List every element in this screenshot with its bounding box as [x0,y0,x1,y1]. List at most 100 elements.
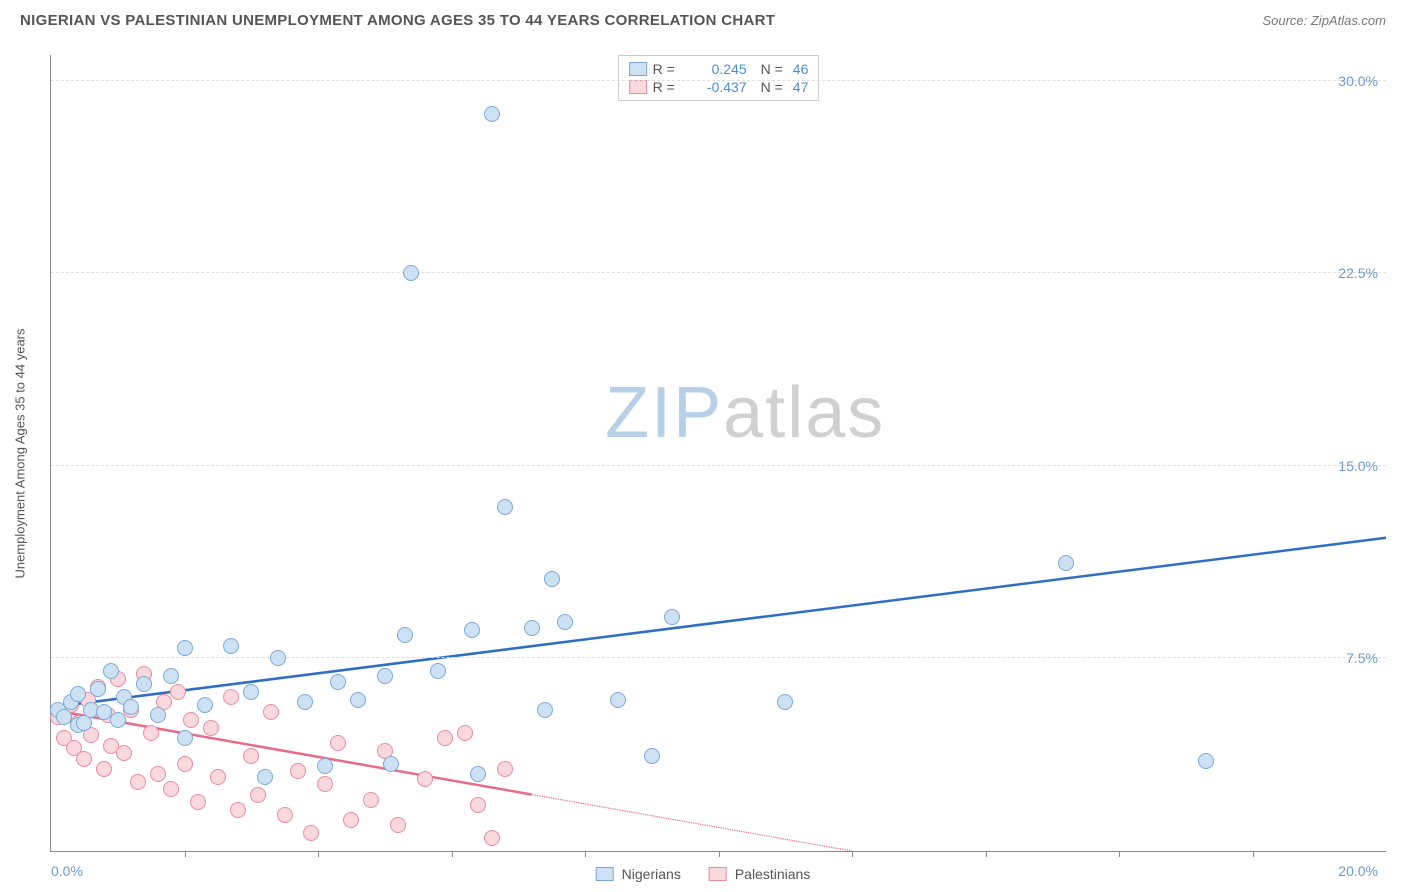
data-point [243,684,259,700]
data-point [664,609,680,625]
data-point [110,712,126,728]
data-point [303,825,319,841]
data-point [537,702,553,718]
data-point [103,663,119,679]
data-point [403,265,419,281]
data-point [383,756,399,772]
watermark: ZIPatlas [605,372,885,454]
x-tick [318,851,319,857]
grid-line [51,657,1386,658]
source-attribution: Source: ZipAtlas.com [1262,13,1386,28]
trend-lines [51,55,1386,851]
data-point [464,622,480,638]
correlation-legend: R = 0.245 N = 46 R = -0.437 N = 47 [618,55,820,101]
data-point [136,676,152,692]
series-legend: Nigerians Palestinians [596,866,811,882]
y-tick-label: 22.5% [1338,265,1378,281]
data-point [170,684,186,700]
data-point [190,794,206,810]
x-tick [1253,851,1254,857]
x-axis-max-label: 20.0% [1338,863,1378,879]
data-point [777,694,793,710]
legend-item-nigerians: Nigerians [596,866,681,882]
chart-container: ZIPatlas R = 0.245 N = 46 R = -0.437 N =… [50,55,1386,852]
x-tick [452,851,453,857]
data-point [76,751,92,767]
data-point [497,499,513,515]
data-point [524,620,540,636]
data-point [243,748,259,764]
data-point [290,763,306,779]
data-point [557,614,573,630]
data-point [263,704,279,720]
data-point [257,769,273,785]
data-point [397,627,413,643]
data-point [363,792,379,808]
data-point [223,638,239,654]
x-tick [986,851,987,857]
grid-line [51,465,1386,466]
data-point [163,668,179,684]
data-point [437,730,453,746]
x-tick [1119,851,1120,857]
data-point [143,725,159,741]
x-tick [852,851,853,857]
data-point [317,758,333,774]
x-tick [719,851,720,857]
grid-line [51,272,1386,273]
data-point [223,689,239,705]
data-point [610,692,626,708]
data-point [430,663,446,679]
data-point [230,802,246,818]
data-point [470,766,486,782]
y-tick-label: 15.0% [1338,458,1378,474]
data-point [457,725,473,741]
y-tick-label: 7.5% [1346,650,1378,666]
data-point [177,756,193,772]
x-tick [185,851,186,857]
data-point [1198,753,1214,769]
x-tick [585,851,586,857]
swatch-palestinians [629,80,647,94]
data-point [470,797,486,813]
data-point [497,761,513,777]
data-point [70,686,86,702]
data-point [177,640,193,656]
data-point [197,697,213,713]
data-point [210,769,226,785]
data-point [250,787,266,803]
data-point [297,694,313,710]
data-point [150,766,166,782]
data-point [417,771,433,787]
data-point [177,730,193,746]
x-axis-min-label: 0.0% [51,863,83,879]
data-point [123,699,139,715]
data-point [96,761,112,777]
data-point [317,776,333,792]
y-tick-label: 30.0% [1338,73,1378,89]
plot-area: ZIPatlas R = 0.245 N = 46 R = -0.437 N =… [50,55,1386,852]
data-point [183,712,199,728]
y-axis-label: Unemployment Among Ages 35 to 44 years [13,328,28,578]
legend-row-palestinians: R = -0.437 N = 47 [629,78,809,96]
data-point [130,774,146,790]
data-point [330,735,346,751]
data-point [484,830,500,846]
data-point [350,692,366,708]
legend-row-nigerians: R = 0.245 N = 46 [629,60,809,78]
data-point [270,650,286,666]
data-point [163,781,179,797]
data-point [116,745,132,761]
data-point [390,817,406,833]
data-point [1058,555,1074,571]
swatch-palestinians [709,867,727,881]
data-point [644,748,660,764]
data-point [377,668,393,684]
swatch-nigerians [596,867,614,881]
data-point [484,106,500,122]
data-point [330,674,346,690]
swatch-nigerians [629,62,647,76]
data-point [343,812,359,828]
data-point [90,681,106,697]
legend-item-palestinians: Palestinians [709,866,811,882]
